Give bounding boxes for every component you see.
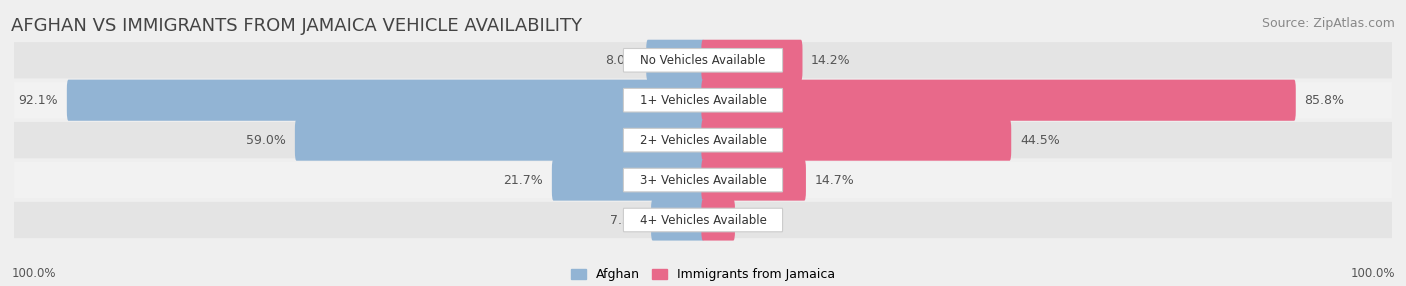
FancyBboxPatch shape bbox=[702, 120, 1011, 161]
Text: No Vehicles Available: No Vehicles Available bbox=[640, 54, 766, 67]
FancyBboxPatch shape bbox=[623, 49, 783, 72]
FancyBboxPatch shape bbox=[67, 80, 704, 121]
FancyBboxPatch shape bbox=[14, 122, 1392, 158]
FancyBboxPatch shape bbox=[623, 128, 783, 152]
FancyBboxPatch shape bbox=[702, 160, 806, 201]
FancyBboxPatch shape bbox=[14, 42, 1392, 78]
Text: AFGHAN VS IMMIGRANTS FROM JAMAICA VEHICLE AVAILABILITY: AFGHAN VS IMMIGRANTS FROM JAMAICA VEHICL… bbox=[11, 17, 582, 35]
Text: 4.4%: 4.4% bbox=[744, 214, 775, 227]
Text: 4+ Vehicles Available: 4+ Vehicles Available bbox=[640, 214, 766, 227]
Text: 14.7%: 14.7% bbox=[814, 174, 855, 186]
Text: 8.0%: 8.0% bbox=[606, 54, 637, 67]
FancyBboxPatch shape bbox=[14, 202, 1392, 238]
Text: 59.0%: 59.0% bbox=[246, 134, 287, 147]
FancyBboxPatch shape bbox=[14, 82, 1392, 118]
FancyBboxPatch shape bbox=[295, 120, 704, 161]
Text: 2+ Vehicles Available: 2+ Vehicles Available bbox=[640, 134, 766, 147]
FancyBboxPatch shape bbox=[651, 199, 704, 241]
Text: 14.2%: 14.2% bbox=[811, 54, 851, 67]
Text: 85.8%: 85.8% bbox=[1305, 94, 1344, 107]
Legend: Afghan, Immigrants from Jamaica: Afghan, Immigrants from Jamaica bbox=[565, 263, 841, 286]
Text: Source: ZipAtlas.com: Source: ZipAtlas.com bbox=[1261, 17, 1395, 30]
Text: 7.3%: 7.3% bbox=[610, 214, 643, 227]
FancyBboxPatch shape bbox=[702, 40, 803, 81]
Text: 100.0%: 100.0% bbox=[11, 267, 56, 280]
FancyBboxPatch shape bbox=[702, 80, 1296, 121]
FancyBboxPatch shape bbox=[14, 162, 1392, 198]
FancyBboxPatch shape bbox=[623, 208, 783, 232]
Text: 44.5%: 44.5% bbox=[1019, 134, 1060, 147]
Text: 1+ Vehicles Available: 1+ Vehicles Available bbox=[640, 94, 766, 107]
Text: 92.1%: 92.1% bbox=[18, 94, 58, 107]
FancyBboxPatch shape bbox=[623, 168, 783, 192]
FancyBboxPatch shape bbox=[623, 88, 783, 112]
Text: 21.7%: 21.7% bbox=[503, 174, 543, 186]
Text: 100.0%: 100.0% bbox=[1350, 267, 1395, 280]
FancyBboxPatch shape bbox=[551, 160, 704, 201]
Text: 3+ Vehicles Available: 3+ Vehicles Available bbox=[640, 174, 766, 186]
FancyBboxPatch shape bbox=[702, 199, 735, 241]
FancyBboxPatch shape bbox=[647, 40, 704, 81]
